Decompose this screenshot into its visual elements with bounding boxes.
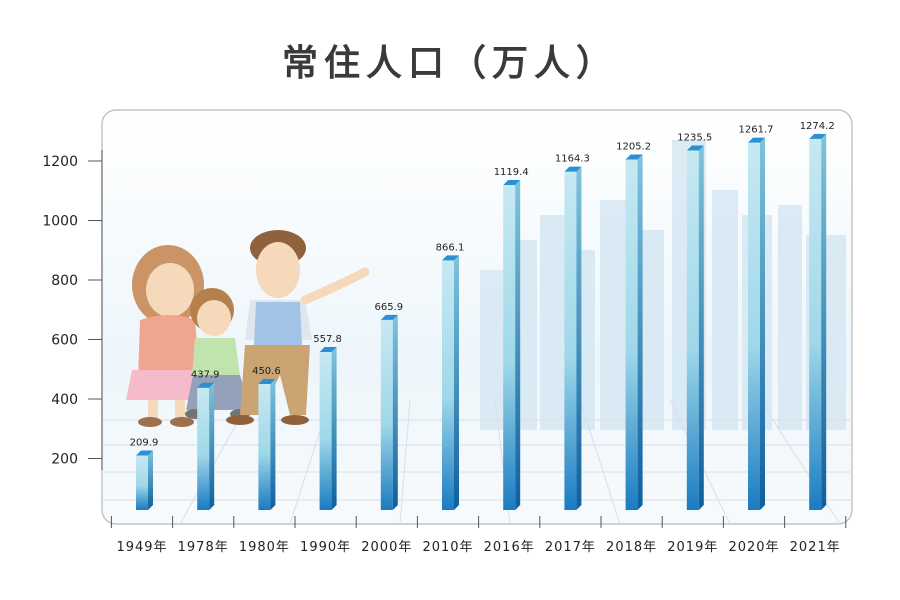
bar bbox=[564, 171, 577, 511]
bar-side bbox=[698, 145, 704, 510]
data-label: 1274.2 bbox=[800, 121, 835, 132]
x-category-label: 2010年 bbox=[422, 540, 473, 555]
x-category-label: 2016年 bbox=[484, 540, 535, 555]
bar-side bbox=[209, 382, 215, 510]
bar bbox=[809, 138, 822, 510]
y-tick-label: 800 bbox=[51, 273, 78, 289]
bar-side bbox=[148, 450, 153, 510]
bar bbox=[503, 184, 516, 510]
bar-side bbox=[821, 133, 827, 510]
y-tick-label: 200 bbox=[51, 452, 78, 468]
bar bbox=[319, 352, 332, 510]
x-category-label: 1990年 bbox=[300, 540, 351, 555]
chart-title: 常住人口（万人） bbox=[281, 42, 618, 84]
y-tick-label: 600 bbox=[51, 333, 78, 349]
x-category-label: 2021年 bbox=[790, 540, 841, 555]
data-label: 1235.5 bbox=[677, 132, 712, 143]
bar bbox=[258, 383, 271, 510]
x-category-label: 1949年 bbox=[116, 540, 167, 555]
bar bbox=[197, 387, 210, 510]
x-category-label: 2020年 bbox=[728, 540, 779, 555]
bar bbox=[136, 455, 148, 510]
bar bbox=[748, 142, 760, 510]
data-label: 1164.3 bbox=[555, 154, 590, 165]
y-tick-label: 400 bbox=[51, 392, 78, 408]
bar-top bbox=[442, 255, 459, 261]
bar-side bbox=[270, 378, 276, 510]
data-label: 557.8 bbox=[313, 334, 342, 345]
bar-side bbox=[576, 166, 582, 511]
data-label: 665.9 bbox=[374, 302, 403, 313]
bar-top bbox=[625, 154, 643, 160]
bars bbox=[136, 133, 827, 511]
bar-top bbox=[136, 450, 153, 456]
bar-side bbox=[515, 179, 521, 510]
bar-top bbox=[258, 378, 276, 384]
y-tick-label: 1200 bbox=[42, 154, 78, 170]
bar bbox=[686, 150, 699, 510]
bar-top bbox=[503, 179, 521, 185]
bar-top bbox=[809, 133, 827, 139]
x-category-label: 2000年 bbox=[361, 540, 412, 555]
bar-top bbox=[197, 382, 215, 388]
data-label: 1261.7 bbox=[739, 125, 774, 136]
y-tick-label: 1000 bbox=[42, 214, 78, 230]
bar-top bbox=[748, 137, 765, 143]
bar-side bbox=[331, 347, 337, 510]
bar-top bbox=[564, 166, 582, 172]
bar-top bbox=[380, 314, 398, 320]
data-label: 450.6 bbox=[252, 366, 281, 377]
y-axis-ticks: 200 400 600 800 1000 1200 bbox=[42, 154, 102, 468]
bar-top bbox=[686, 145, 704, 151]
x-category-label: 2017年 bbox=[545, 540, 596, 555]
bar-side bbox=[637, 154, 643, 510]
bar bbox=[625, 159, 638, 510]
bar-side bbox=[454, 255, 459, 510]
x-category-label: 2019年 bbox=[667, 540, 718, 555]
x-category-label: 1980年 bbox=[239, 540, 290, 555]
data-label: 1119.4 bbox=[494, 167, 529, 178]
bar bbox=[442, 260, 454, 510]
x-axis-ticks bbox=[110, 516, 847, 528]
family-illustration bbox=[126, 230, 370, 427]
data-label: 209.9 bbox=[130, 438, 159, 449]
bar bbox=[380, 319, 393, 510]
bar-side bbox=[760, 137, 765, 510]
data-label: 866.1 bbox=[436, 242, 465, 253]
x-category-label: 2018年 bbox=[606, 540, 657, 555]
bar-top bbox=[319, 347, 337, 353]
data-labels: 209.9 437.9 450.6 557.8 665.9 866.1 1119.4 1164… bbox=[130, 121, 835, 449]
bar-side bbox=[392, 314, 398, 510]
data-label: 1205.2 bbox=[616, 141, 651, 152]
x-category-label: 1978年 bbox=[178, 540, 229, 555]
data-label: 437.9 bbox=[191, 370, 220, 381]
category-labels: 1949年 1978年 1980年 1990年 2000年 2010年 2016年 2017年… bbox=[116, 540, 841, 555]
